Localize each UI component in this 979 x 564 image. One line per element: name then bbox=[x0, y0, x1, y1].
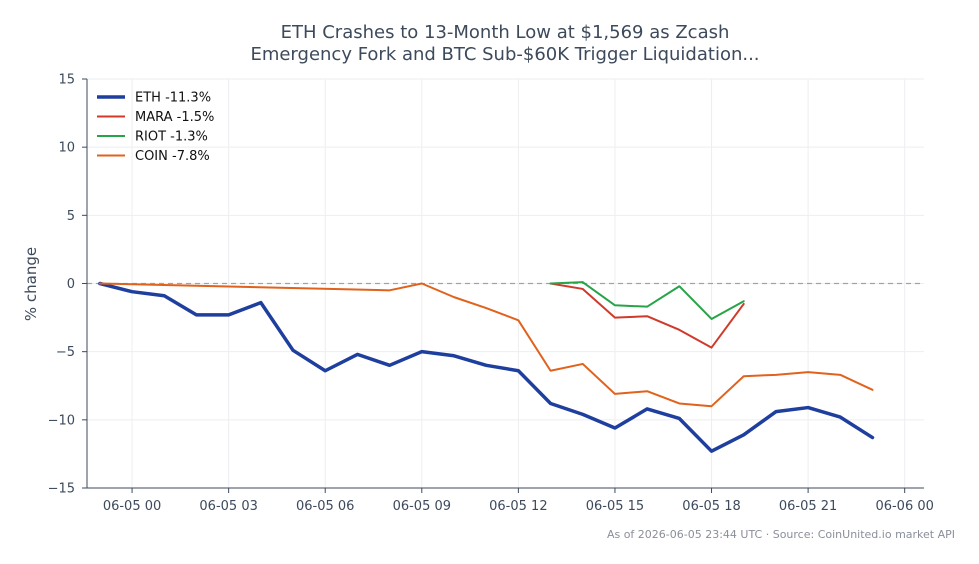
legend-entry-label: MARA -1.5% bbox=[135, 110, 214, 125]
y-axis-ticks: 15 10 5 0 −5 −10 −15 bbox=[48, 73, 87, 497]
y-tick-label: −15 bbox=[48, 482, 75, 497]
y-tick-label: 5 bbox=[67, 209, 75, 224]
x-tick-label: 06-05 15 bbox=[586, 499, 644, 514]
y-tick-label: −5 bbox=[56, 345, 75, 360]
y-tick-label: −10 bbox=[48, 413, 75, 428]
x-tick-label: 06-05 06 bbox=[296, 499, 354, 514]
x-tick-label: 06-05 00 bbox=[103, 499, 161, 514]
legend: ETH -11.3% MARA -1.5% RIOT -1.3% COIN -7.8% bbox=[97, 91, 214, 164]
y-tick-label: 10 bbox=[58, 141, 75, 156]
chart-title-line-1: ETH Crashes to 13-Month Low at $1,569 as… bbox=[281, 22, 730, 43]
legend-entry-label: RIOT -1.3% bbox=[135, 130, 208, 145]
series-lines bbox=[98, 281, 875, 453]
series-line-eth bbox=[98, 281, 875, 453]
x-tick-label: 06-05 03 bbox=[199, 499, 257, 514]
series-line-mara bbox=[549, 282, 745, 349]
series-line-riot bbox=[549, 281, 745, 320]
series-line-coin bbox=[98, 282, 874, 408]
x-tick-label: 06-05 18 bbox=[682, 499, 740, 514]
x-tick-label: 06-05 09 bbox=[393, 499, 451, 514]
x-tick-label: 06-05 12 bbox=[489, 499, 547, 514]
chart-title-line-2: Emergency Fork and BTC Sub-$60K Trigger … bbox=[250, 44, 759, 65]
x-axis-ticks: 06-05 00 06-05 03 06-05 06 06-05 09 06-05 12… bbox=[103, 488, 934, 514]
x-tick-label: 06-05 21 bbox=[779, 499, 837, 514]
legend-entry-label: ETH -11.3% bbox=[135, 91, 211, 106]
footer-source-note: As of 2026-06-05 23:44 UTC · Source: Coi… bbox=[607, 528, 955, 541]
y-axis-label: % change bbox=[22, 247, 40, 321]
y-tick-label: 0 bbox=[67, 277, 75, 292]
y-tick-label: 15 bbox=[58, 73, 75, 88]
x-tick-label: 06-06 00 bbox=[875, 499, 933, 514]
legend-entry-label: COIN -7.8% bbox=[135, 149, 210, 164]
